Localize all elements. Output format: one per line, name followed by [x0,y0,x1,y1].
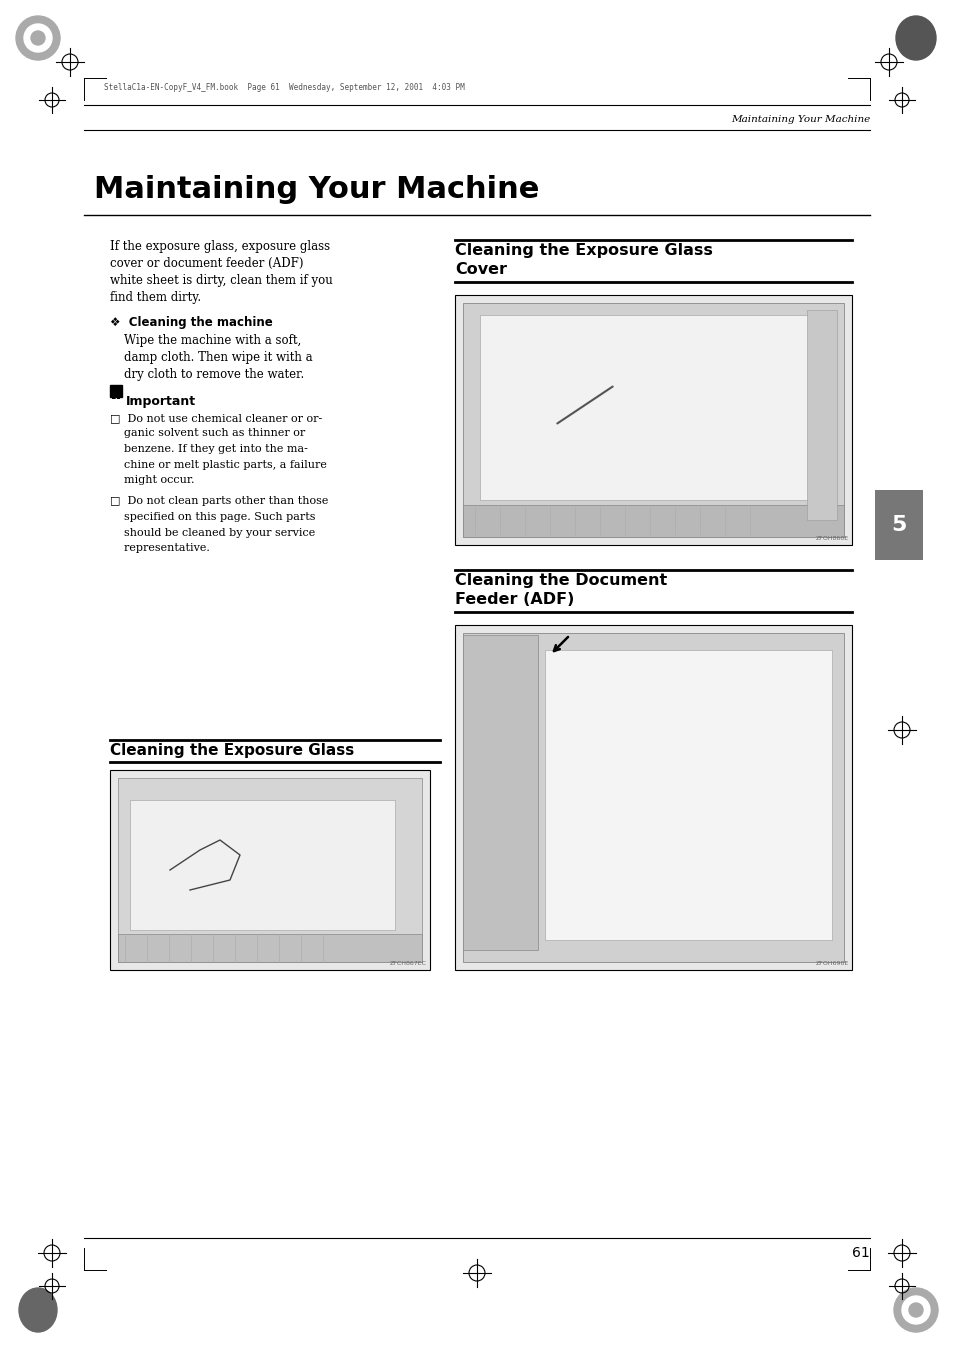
Text: Cleaning the Exposure Glass: Cleaning the Exposure Glass [455,243,712,257]
Text: Wipe the machine with a soft,: Wipe the machine with a soft, [124,334,301,346]
Text: ❖  Cleaning the machine: ❖ Cleaning the machine [110,315,273,329]
Text: chine or melt plastic parts, a failure: chine or melt plastic parts, a failure [110,460,327,469]
Text: i: i [114,398,117,404]
Text: benzene. If they get into the ma-: benzene. If they get into the ma- [110,443,308,454]
Text: Maintaining Your Machine: Maintaining Your Machine [94,175,538,204]
FancyArrowPatch shape [557,387,612,423]
Bar [462,506,843,537]
Bar [479,315,811,500]
Text: Feeder (ADF): Feeder (ADF) [455,592,574,607]
Circle shape [16,16,60,61]
Text: white sheet is dirty, clean them if you: white sheet is dirty, clean them if you [110,274,333,287]
Bar [130,799,395,930]
Circle shape [24,24,52,53]
Circle shape [901,1295,929,1324]
Text: should be cleaned by your service: should be cleaned by your service [110,527,314,538]
Bar [112,391,120,399]
Text: might occur.: might occur. [110,474,194,485]
Circle shape [908,1304,923,1317]
Text: cover or document feeder (ADF): cover or document feeder (ADF) [110,257,303,270]
Bar [455,295,851,545]
Bar [874,491,923,559]
Text: Maintaining Your Machine: Maintaining Your Machine [730,116,869,124]
Circle shape [893,1287,937,1332]
Bar [462,634,843,962]
Bar [110,386,122,398]
Text: specified on this page. Such parts: specified on this page. Such parts [110,512,315,522]
Text: Important: Important [126,395,196,408]
Ellipse shape [19,1287,57,1332]
Ellipse shape [895,16,935,61]
Text: ZFOH860E: ZFOH860E [815,537,848,541]
Bar [118,934,421,962]
Bar [544,650,831,940]
Text: Cleaning the Document: Cleaning the Document [455,573,666,588]
Text: StellaC1a-EN-CopyF_V4_FM.book  Page 61  Wednesday, September 12, 2001  4:03 PM: StellaC1a-EN-CopyF_V4_FM.book Page 61 We… [104,84,464,93]
Bar [110,770,430,971]
Text: □  Do not clean parts other than those: □ Do not clean parts other than those [110,496,328,507]
Bar [462,303,843,537]
Text: □  Do not use chemical cleaner or or-: □ Do not use chemical cleaner or or- [110,412,322,423]
Text: 61: 61 [851,1246,869,1260]
Text: ZFOH690E: ZFOH690E [815,961,848,967]
Bar [462,635,537,950]
Bar [455,625,851,971]
Text: ganic solvent such as thinner or: ganic solvent such as thinner or [110,429,305,438]
Text: Cover: Cover [455,262,506,276]
Text: find them dirty.: find them dirty. [110,291,201,305]
Text: If the exposure glass, exposure glass: If the exposure glass, exposure glass [110,240,330,253]
Bar [806,310,836,520]
Text: 5: 5 [890,515,905,535]
Text: representative.: representative. [110,543,210,553]
Bar [118,778,421,962]
Circle shape [30,31,45,44]
Text: dry cloth to remove the water.: dry cloth to remove the water. [124,368,304,381]
Text: Cleaning the Exposure Glass: Cleaning the Exposure Glass [110,743,354,758]
Text: ZFCH867EC: ZFCH867EC [390,961,427,967]
Text: damp cloth. Then wipe it with a: damp cloth. Then wipe it with a [124,350,313,364]
